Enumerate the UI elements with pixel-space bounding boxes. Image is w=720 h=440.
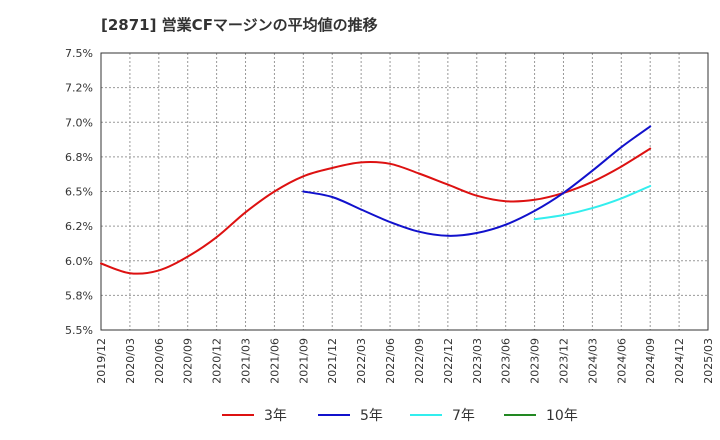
x-tick-label: 2023/12 xyxy=(557,338,570,384)
x-tick-label: 2024/12 xyxy=(673,338,686,384)
x-tick-label: 2019/12 xyxy=(95,338,108,384)
series-line-1 xyxy=(302,125,652,237)
legend-label-3yr: 3年 xyxy=(264,408,287,424)
y-tick-label: 5.8% xyxy=(65,289,93,302)
plot-background xyxy=(101,53,708,330)
series-line-2 xyxy=(533,185,652,221)
y-tick-label: 7.5% xyxy=(65,47,93,60)
y-tick-label: 6.5% xyxy=(65,186,93,199)
legend-item-3yr: 3年 xyxy=(222,403,287,427)
y-tick-label: 7.0% xyxy=(65,116,93,129)
chart-area: 7.5% 7.2% 7.0% 6.8% 6.5% 6.2% 6.0% 5.8% 5.5%2019… xyxy=(65,47,715,384)
legend-swatch-7yr xyxy=(410,414,442,416)
x-tick-label: 2024/03 xyxy=(586,338,599,384)
legend-label-7yr: 7年 xyxy=(452,408,475,424)
legend-swatch-5yr xyxy=(318,414,350,416)
y-tick-label: 6.8% xyxy=(65,151,93,164)
x-tick-label: 2022/06 xyxy=(384,338,397,384)
x-tick-label: 2022/03 xyxy=(355,338,368,384)
x-tick-label: 2025/03 xyxy=(702,338,715,384)
x-tick-label: 2022/12 xyxy=(442,338,455,384)
x-tick-label: 2023/03 xyxy=(471,338,484,384)
y-tick-label: 6.0% xyxy=(65,255,93,268)
legend-swatch-3yr xyxy=(222,414,254,416)
legend: 3年 5年 7年 10年 xyxy=(0,403,720,427)
x-tick-label: 2021/09 xyxy=(297,338,310,384)
legend-item-10yr: 10年 xyxy=(504,403,578,427)
x-tick-label: 2022/09 xyxy=(413,338,426,384)
x-tick-label: 2023/06 xyxy=(500,338,513,384)
x-tick-label: 2020/06 xyxy=(153,338,166,384)
x-tick-label: 2023/09 xyxy=(529,338,542,384)
x-tick-label: 2020/12 xyxy=(211,338,224,384)
x-tick-label: 2020/09 xyxy=(182,338,195,384)
plot-frame xyxy=(100,52,709,331)
legend-label-10yr: 10年 xyxy=(546,408,578,424)
legend-swatch-10yr xyxy=(504,414,536,416)
chart-title: [2871] 営業CFマージンの平均値の推移 xyxy=(101,16,378,34)
y-tick-label: 6.2% xyxy=(65,220,93,233)
legend-item-5yr: 5年 xyxy=(318,403,383,427)
y-tick-label: 5.5% xyxy=(65,324,93,337)
x-tick-label: 2021/12 xyxy=(326,338,339,384)
x-tick-label: 2024/06 xyxy=(615,338,628,384)
x-tick-label: 2021/06 xyxy=(268,338,281,384)
x-tick-label: 2021/03 xyxy=(240,338,253,384)
x-tick-label: 2020/03 xyxy=(124,338,137,384)
y-tick-label: 7.2% xyxy=(65,82,93,95)
x-tick-label: 2024/09 xyxy=(644,338,657,384)
legend-label-5yr: 5年 xyxy=(360,408,383,424)
legend-item-7yr: 7年 xyxy=(410,403,475,427)
